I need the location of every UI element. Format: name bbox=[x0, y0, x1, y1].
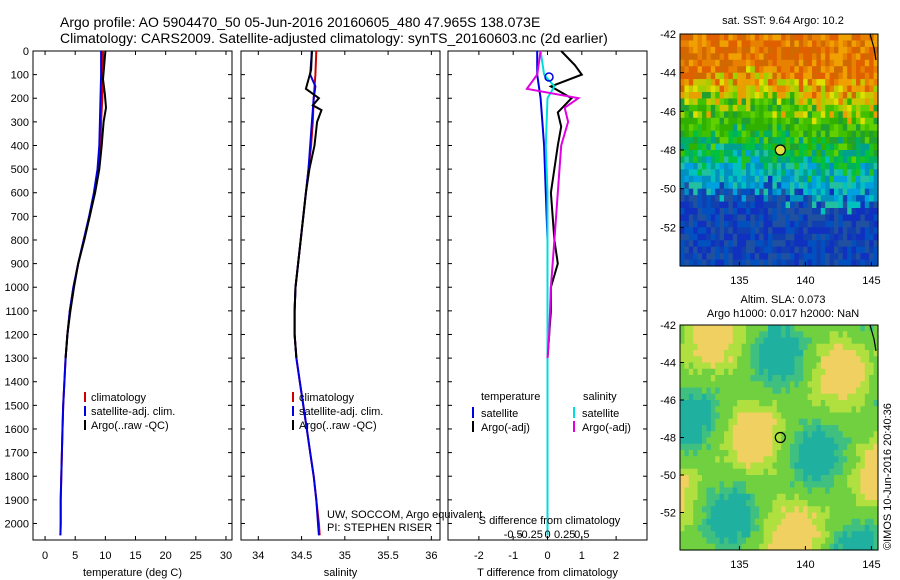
salinity-annotation-line1: UW, SOCCOM, Argo equivalent bbox=[327, 509, 482, 521]
sst_map-coastline bbox=[869, 33, 877, 61]
temperature-legend-entry: satellite-adj. clim. bbox=[91, 406, 175, 418]
temperature-xtick-label: 10 bbox=[99, 550, 111, 562]
sla-map-title: Altim. SLA: 0.073 bbox=[741, 294, 826, 306]
sla_map-coastline bbox=[869, 324, 877, 352]
sst_map-xtick-label: 140 bbox=[796, 275, 814, 287]
difference-xtick-label: 1 bbox=[579, 550, 585, 562]
sla_map-ytick-label: -50 bbox=[660, 470, 676, 482]
temperature-ytick-label: 1400 bbox=[5, 377, 29, 389]
difference-xtick-label: 0 bbox=[544, 550, 550, 562]
sst_map-ytick-label: -42 bbox=[660, 29, 676, 41]
sla_map-xtick-label: 145 bbox=[862, 559, 880, 571]
difference-series-s-satellite bbox=[539, 50, 556, 536]
temperature-ytick-label: 600 bbox=[11, 188, 29, 200]
salinity-xlabel: salinity bbox=[324, 567, 358, 579]
difference-s-tick-label: -0.5 bbox=[504, 529, 523, 541]
difference-s-tick-label: 0.5 bbox=[574, 529, 589, 541]
salinity-series-argo-raw-qc- bbox=[293, 50, 323, 359]
temperature-ytick-label: 1600 bbox=[5, 424, 29, 436]
salinity-xtick-label: 35.5 bbox=[377, 550, 398, 562]
sla_map-ytick-label: -46 bbox=[660, 395, 676, 407]
sla_map-ytick-label: -48 bbox=[660, 433, 676, 445]
temperature-xtick-label: 30 bbox=[220, 550, 232, 562]
temperature-ytick-label: 100 bbox=[11, 70, 29, 82]
salinity-xtick-label: 36 bbox=[425, 550, 437, 562]
sla-map-subtitle: Argo h1000: 0.017 h2000: NaN bbox=[707, 308, 859, 320]
salinity-xtick-label: 34.5 bbox=[291, 550, 312, 562]
temperature-ytick-label: 500 bbox=[11, 164, 29, 176]
temperature-ytick-label: 1800 bbox=[5, 471, 29, 483]
temperature-legend-entry: climatology bbox=[91, 392, 147, 404]
temperature-xtick-label: 25 bbox=[190, 550, 202, 562]
salinity-xtick-label: 35 bbox=[339, 550, 351, 562]
sst-map-title: sat. SST: 9.64 Argo: 10.2 bbox=[722, 15, 844, 27]
temperature-series-argo-raw-qc- bbox=[64, 50, 108, 359]
temperature-ytick-label: 1200 bbox=[5, 329, 29, 341]
temperature-axes-frame bbox=[32, 50, 233, 541]
difference-xlabel: T difference from climatology bbox=[477, 567, 618, 579]
difference-series-s-argo-adj- bbox=[525, 50, 581, 359]
temperature-legend-entry: Argo(..raw -QC) bbox=[91, 420, 169, 432]
difference-legend-entry: Argo(-adj) bbox=[481, 422, 530, 434]
temperature-ytick-label: 2000 bbox=[5, 518, 29, 530]
sst_map-xtick-label: 135 bbox=[730, 275, 748, 287]
temperature-ytick-label: 700 bbox=[11, 211, 29, 223]
sla_map-ytick-label: -42 bbox=[660, 320, 676, 332]
temperature-xtick-label: 5 bbox=[72, 550, 78, 562]
temperature-ytick-label: 1900 bbox=[5, 495, 29, 507]
salinity-legend-entry: satellite-adj. clim. bbox=[299, 406, 383, 418]
temperature-ytick-label: 200 bbox=[11, 93, 29, 105]
temperature-xlabel: temperature (deg C) bbox=[83, 567, 182, 579]
difference-xtick-label: -2 bbox=[474, 550, 484, 562]
sla_map-argo-marker bbox=[774, 431, 786, 444]
plot-title-line1: Argo profile: AO 5904470_50 05-Jun-2016 … bbox=[60, 14, 541, 30]
difference-legend-salinity-title: salinity bbox=[583, 391, 617, 403]
temperature-ytick-label: 1500 bbox=[5, 400, 29, 412]
difference-legend-entry: satellite bbox=[481, 408, 518, 420]
salinity-xtick-label: 34 bbox=[252, 550, 264, 562]
difference-legend-entry: Argo(-adj) bbox=[582, 422, 631, 434]
temperature-xtick-label: 20 bbox=[160, 550, 172, 562]
temperature-ytick-label: 1700 bbox=[5, 448, 29, 460]
difference-s-tick-label: 0 bbox=[544, 529, 550, 541]
sla_map-raster bbox=[680, 325, 879, 551]
sla_map-ytick-label: -44 bbox=[660, 358, 676, 370]
temperature-ytick-label: 1300 bbox=[5, 353, 29, 365]
temperature-ytick-label: 1100 bbox=[5, 306, 29, 318]
salinity-annotation-line2: PI: STEPHEN RISER bbox=[327, 522, 432, 534]
temperature-xtick-label: 15 bbox=[129, 550, 141, 562]
sla_map-ytick-label: -52 bbox=[660, 508, 676, 520]
sst_map-argo-marker bbox=[774, 144, 786, 156]
temperature-ytick-label: 1000 bbox=[5, 282, 29, 294]
difference-legend-entry: satellite bbox=[582, 408, 619, 420]
temperature-xtick-label: 0 bbox=[42, 550, 48, 562]
sst_map-ytick-label: -50 bbox=[660, 184, 676, 196]
temperature-ytick-label: 0 bbox=[23, 46, 29, 58]
sst_map-ytick-label: -52 bbox=[660, 222, 676, 234]
difference-marker bbox=[544, 72, 554, 82]
imos-credit: ©IMOS 10-Jun-2016 20:40:36 bbox=[882, 403, 894, 550]
temperature-ytick-label: 300 bbox=[11, 117, 29, 129]
salinity-axes-frame bbox=[240, 50, 441, 541]
salinity-legend-entry: climatology bbox=[299, 392, 355, 404]
sst_map-ytick-label: -46 bbox=[660, 106, 676, 118]
sst_map-ytick-label: -44 bbox=[660, 68, 676, 80]
sst_map-ytick-label: -48 bbox=[660, 145, 676, 157]
difference-xtick-label: 2 bbox=[613, 550, 619, 562]
sla_map-xtick-label: 140 bbox=[796, 559, 814, 571]
sla_map-xtick-label: 135 bbox=[730, 559, 748, 571]
difference-legend-temperature-title: temperature bbox=[481, 391, 540, 403]
difference-xtick-label: -1 bbox=[508, 550, 518, 562]
temperature-ytick-label: 900 bbox=[11, 259, 29, 271]
sst_map-xtick-label: 145 bbox=[862, 275, 880, 287]
temperature-ytick-label: 800 bbox=[11, 235, 29, 247]
salinity-legend-entry: Argo(..raw -QC) bbox=[299, 420, 377, 432]
plot-title-line2: Climatology: CARS2009. Satellite-adjuste… bbox=[60, 30, 608, 46]
difference-s-tick-label: 0.25 bbox=[554, 529, 575, 541]
temperature-ytick-label: 400 bbox=[11, 140, 29, 152]
difference-xlabel-salinity: S difference from climatology bbox=[479, 515, 621, 527]
difference-s-tick-label: -0.25 bbox=[518, 529, 543, 541]
